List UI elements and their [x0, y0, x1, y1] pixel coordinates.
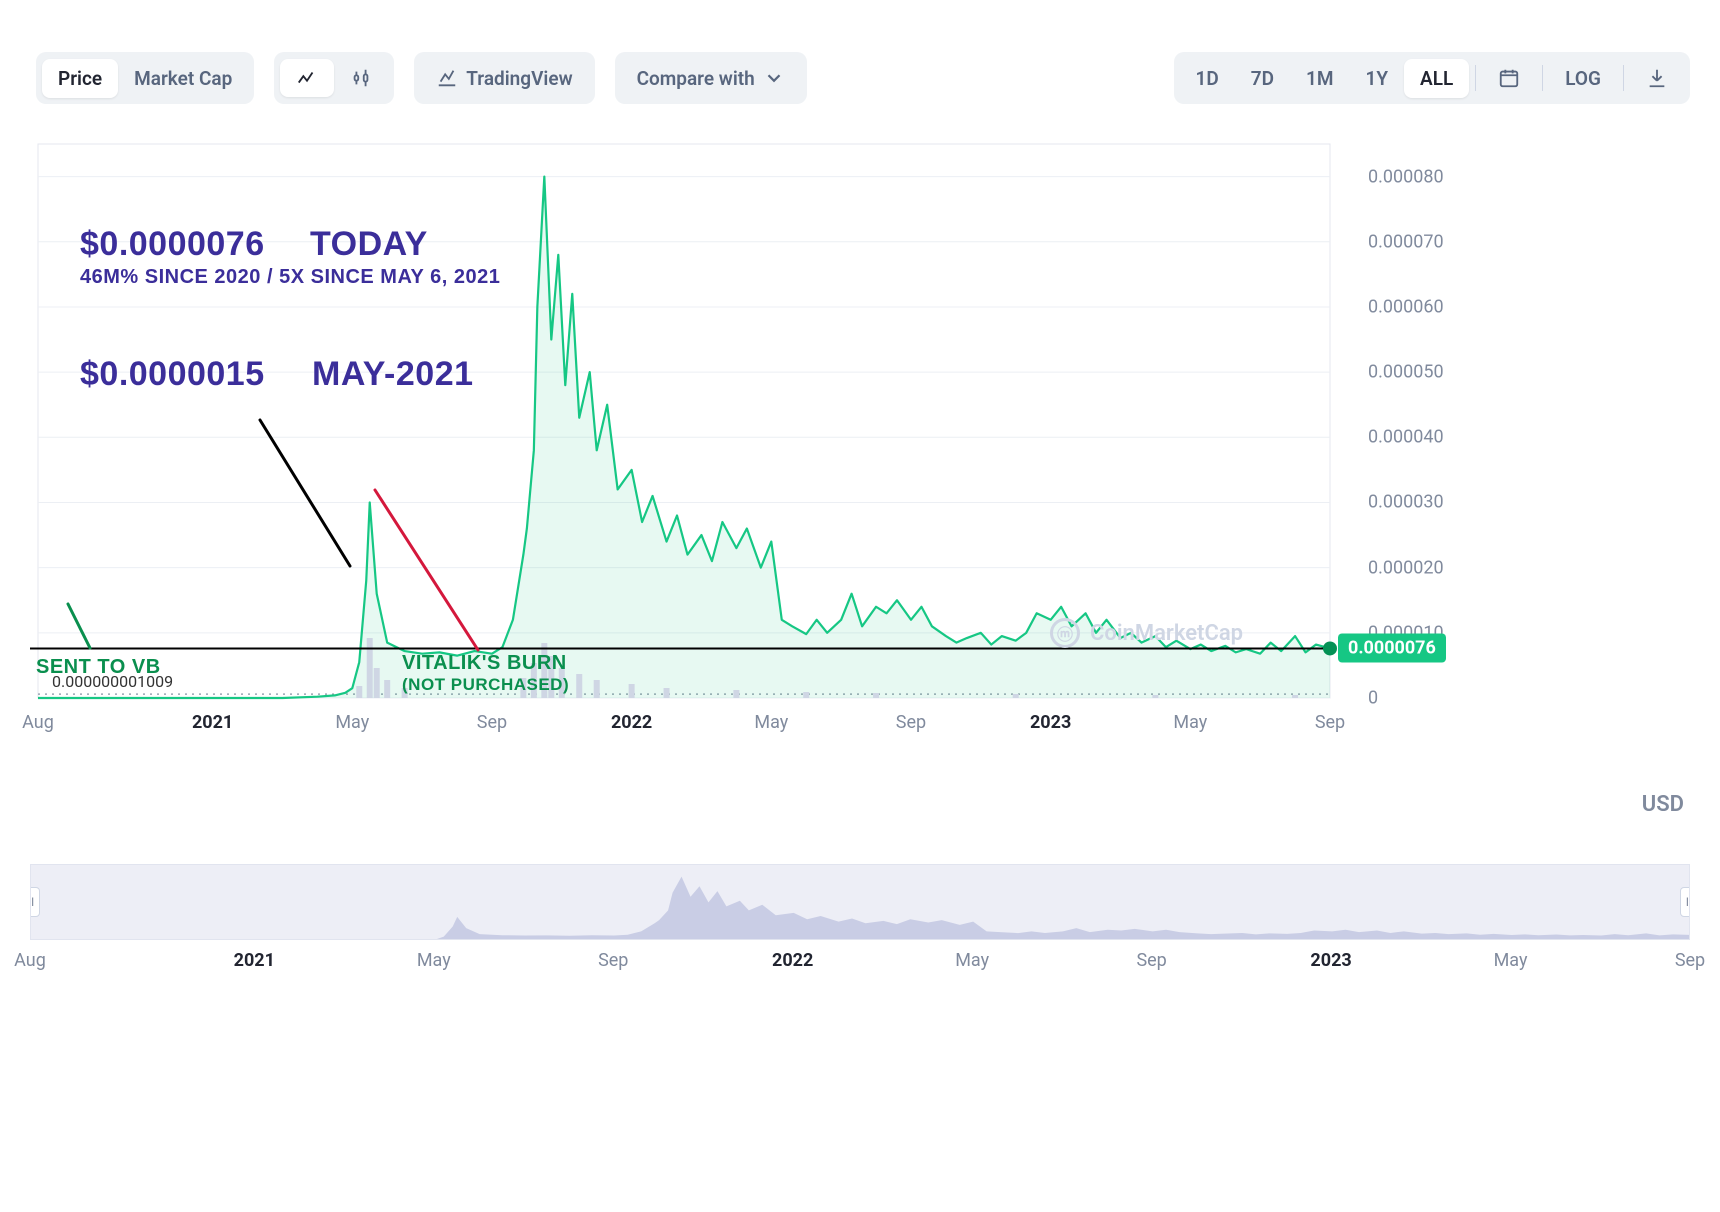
nav-x-tick-label: 2022 — [772, 950, 813, 971]
calendar-icon — [1498, 67, 1520, 89]
nav-x-tick-label: Sep — [1136, 950, 1166, 971]
chart-toolbar: Price Market Cap TradingView Compare wit… — [36, 50, 1690, 106]
download-button[interactable] — [1630, 59, 1684, 97]
chart-style-toggle — [274, 52, 394, 104]
compare-label: Compare with — [637, 67, 755, 90]
x-tick-label: May — [754, 712, 788, 733]
separator — [1623, 65, 1624, 91]
navigator-handle-left[interactable]: II — [30, 887, 40, 917]
range-1y[interactable]: 1Y — [1349, 59, 1404, 98]
x-tick-label: May — [1173, 712, 1207, 733]
nav-x-tick-label: Sep — [598, 950, 628, 971]
range-and-tools: 1D7D1M1YALL LOG — [1174, 52, 1690, 104]
tradingview-label: TradingView — [466, 67, 572, 90]
linechart-icon-button[interactable] — [280, 59, 334, 97]
y-tick-label: 0.000020 — [1368, 557, 1690, 578]
linechart-icon — [296, 67, 318, 89]
separator — [1475, 65, 1476, 91]
nav-x-tick-label: 2021 — [234, 950, 275, 971]
mode-mcap-tab[interactable]: Market Cap — [118, 59, 248, 98]
chart-navigator[interactable]: II II Aug2021MaySep2022MaySep2023MaySep — [30, 864, 1690, 980]
ann-may-price: $0.0000015 — [80, 356, 265, 393]
ann-burn-line1: VITALIK'S BURN — [402, 652, 567, 674]
separator — [1542, 65, 1543, 91]
watermark-text: CoinMarketCap — [1090, 621, 1243, 646]
ann-may-word: MAY-2021 — [312, 356, 474, 393]
candlestick-icon-button[interactable] — [334, 59, 388, 97]
y-tick-label: 0.000050 — [1368, 362, 1690, 383]
nav-x-tick-label: 2023 — [1310, 950, 1351, 971]
ann-burn-line2: (NOT PURCHASED) — [402, 676, 569, 695]
chevron-down-icon — [763, 67, 785, 89]
tradingview-button[interactable]: TradingView — [414, 52, 594, 104]
watermark: ⓜ CoinMarketCap — [1050, 618, 1243, 648]
current-price-badge: 0.0000076 — [1338, 634, 1446, 663]
navigator-box[interactable]: II II — [30, 864, 1690, 940]
x-tick-label: Sep — [896, 712, 926, 733]
mode-price-tab[interactable]: Price — [42, 59, 118, 98]
ann-today-word: TODAY — [310, 226, 428, 263]
range-7d[interactable]: 7D — [1235, 59, 1290, 98]
tradingview-icon — [436, 67, 458, 89]
y-tick-label: 0.000070 — [1368, 231, 1690, 252]
log-toggle[interactable]: LOG — [1549, 59, 1617, 98]
range-1m[interactable]: 1M — [1290, 59, 1349, 98]
nav-x-tick-label: Sep — [1675, 950, 1705, 971]
ann-today-sub: 46M% SINCE 2020 / 5X SINCE MAY 6, 2021 — [80, 266, 500, 288]
x-tick-label: Sep — [477, 712, 507, 733]
navigator-handle-right[interactable]: II — [1680, 887, 1690, 917]
nav-x-tick-label: May — [1494, 950, 1528, 971]
price-chart[interactable]: 00.0000100.0000200.0000300.0000400.00005… — [30, 138, 1690, 778]
x-tick-label: 2023 — [1030, 712, 1071, 733]
compare-button[interactable]: Compare with — [615, 52, 807, 104]
coinmarketcap-icon: ⓜ — [1050, 618, 1080, 648]
x-tick-label: May — [335, 712, 369, 733]
y-tick-label: 0.000030 — [1368, 492, 1690, 513]
date-picker-button[interactable] — [1482, 59, 1536, 97]
mode-toggle: Price Market Cap — [36, 52, 254, 104]
ann-sent-to-vb: SENT TO VB — [36, 656, 161, 678]
ann-today-price: $0.0000076 — [80, 226, 265, 263]
download-icon — [1646, 67, 1668, 89]
x-tick-label: Aug — [22, 712, 54, 733]
nav-x-tick-label: May — [417, 950, 451, 971]
x-tick-label: 2021 — [192, 712, 233, 733]
y-tick-label: 0.000040 — [1368, 427, 1690, 448]
y-tick-label: 0.000060 — [1368, 296, 1690, 317]
candlestick-icon — [350, 67, 372, 89]
nav-x-tick-label: May — [955, 950, 989, 971]
range-all[interactable]: ALL — [1404, 59, 1469, 98]
nav-x-tick-label: Aug — [14, 950, 46, 971]
range-1d[interactable]: 1D — [1180, 59, 1235, 98]
y-tick-label: 0 — [1368, 688, 1690, 709]
x-tick-label: 2022 — [611, 712, 652, 733]
navigator-svg — [31, 865, 1690, 940]
y-tick-label: 0.000080 — [1368, 166, 1690, 187]
x-tick-label: Sep — [1315, 712, 1345, 733]
currency-label: USD — [1642, 792, 1684, 817]
